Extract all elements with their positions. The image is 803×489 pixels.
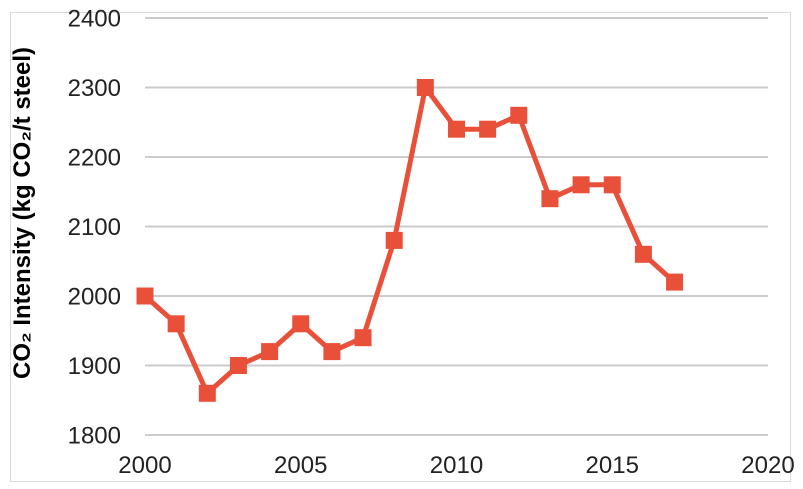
data-point [261, 343, 279, 361]
data-point [136, 287, 154, 305]
y-tick-label: 2000 [68, 284, 121, 311]
data-point [167, 315, 185, 333]
data-point [292, 315, 310, 333]
data-point [354, 329, 372, 347]
chart-border [10, 12, 791, 482]
data-point [634, 245, 652, 263]
data-point [416, 79, 434, 96]
data-point [572, 176, 590, 194]
data-point [541, 190, 559, 208]
data-point [229, 357, 247, 374]
data-point [323, 343, 341, 361]
data-point [385, 231, 403, 249]
x-tick-label: 2000 [118, 452, 171, 479]
data-point [479, 120, 497, 138]
y-tick-label: 2400 [68, 6, 121, 33]
x-tick-label: 2010 [430, 452, 483, 479]
x-tick-label: 2005 [274, 452, 327, 479]
data-line [142, 85, 677, 396]
data-point [666, 273, 684, 291]
data-point [603, 176, 621, 194]
y-tick-label: 1800 [68, 423, 121, 450]
y-axis-title: CO₂ Intensity (kg CO₂/t steel) [9, 47, 36, 379]
x-tick-label: 2015 [586, 452, 639, 479]
data-point [448, 120, 465, 138]
y-tick-label: 2300 [68, 75, 121, 102]
y-tick-label: 2200 [68, 145, 121, 172]
data-point [198, 384, 216, 402]
x-tick-label: 2020 [741, 452, 794, 479]
y-tick-label: 2100 [68, 214, 121, 241]
y-tick-label: 1900 [68, 353, 121, 380]
data-point [510, 106, 528, 124]
